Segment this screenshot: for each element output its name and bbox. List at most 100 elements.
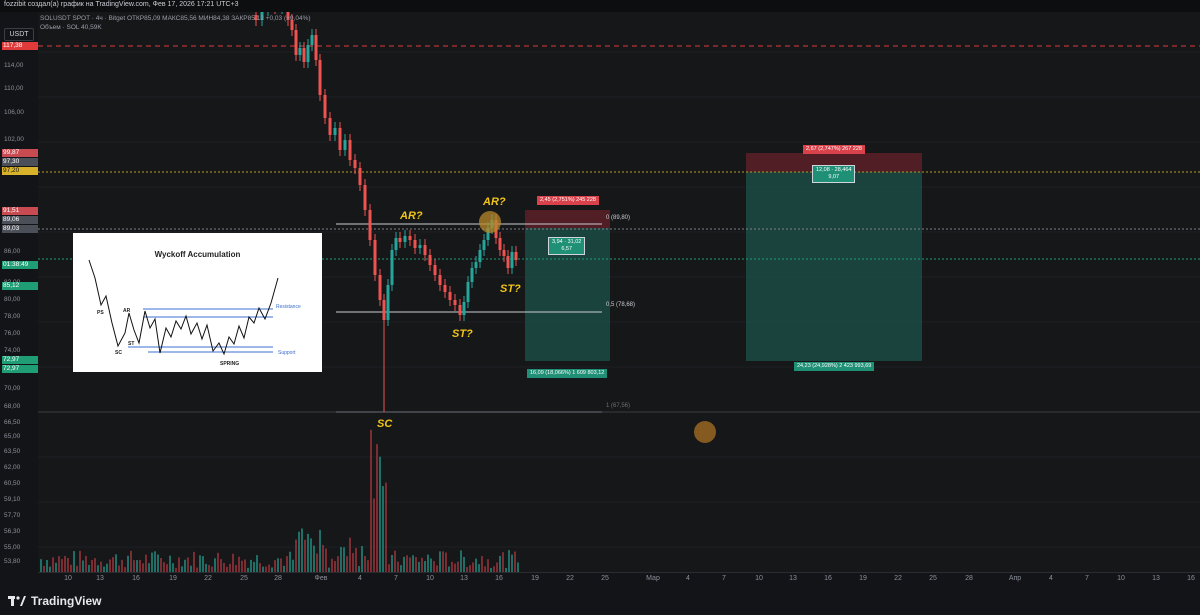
volume-bar (331, 558, 333, 572)
price-tick-label: 106,00 (4, 109, 24, 116)
candle-body (443, 285, 447, 292)
price-tick-label: 74,00 (4, 347, 21, 354)
time-tick-label: 10 (426, 575, 434, 582)
volume-bar (91, 559, 93, 572)
volume-bar (121, 559, 123, 572)
volume-bar (256, 555, 258, 572)
volume-bar (124, 567, 126, 572)
volume-bar (424, 560, 426, 572)
volume-bar (127, 555, 129, 572)
volume-bar (79, 550, 81, 572)
volume-bar (70, 564, 72, 572)
candle-body (358, 168, 362, 185)
volume-bar (247, 567, 249, 572)
volume-bar (226, 566, 228, 572)
price-tick-label: 63,50 (4, 448, 21, 455)
candle-body (433, 265, 437, 275)
volume-bar (313, 545, 315, 572)
volume-bar (508, 550, 510, 572)
volume-bar (265, 566, 267, 572)
candle-body (466, 282, 470, 302)
candle-body (294, 30, 298, 55)
volume-bar (274, 560, 276, 572)
volume-bar (340, 547, 342, 572)
volume-bar (190, 565, 192, 572)
position-2-stats-a: 12,08 · 28,464 (816, 167, 852, 173)
volume-bar (40, 559, 42, 572)
symbol-ohlc-line: SOLUSDT SPOT · 4ч · Bitget ОТКР85,09 МАК… (40, 15, 311, 22)
price-tag: 117,38 (2, 42, 38, 50)
position-1-stats-label: 3,94 · 31,02 6,57 (548, 237, 586, 255)
time-tick-label: 7 (1085, 575, 1089, 582)
volume-bar (130, 550, 132, 572)
volume-bar (94, 558, 96, 572)
currency-badge[interactable]: USDT (4, 28, 34, 41)
candle-body (478, 250, 482, 262)
time-tick-label: 25 (240, 575, 248, 582)
time-tick-label: Фев (314, 575, 328, 582)
volume-bar (169, 555, 171, 572)
volume-bar (397, 561, 399, 572)
volume-bar (415, 557, 417, 572)
time-tick-label: 19 (859, 575, 867, 582)
inset-label-st: ST (128, 341, 135, 347)
volume-line: Объем · SOL 40,59K (40, 24, 102, 31)
tradingview-logo[interactable]: TradingView (8, 594, 101, 608)
volume-bar (358, 565, 360, 572)
volume-bar (244, 559, 246, 572)
time-tick-label: 13 (789, 575, 797, 582)
time-tick-label: 19 (169, 575, 177, 582)
position-2-target-label: 2,67 (2,747%) 267 228 (803, 145, 865, 154)
volume-bar (46, 560, 48, 572)
time-tick-label: 16 (495, 575, 503, 582)
candle-body (458, 305, 462, 315)
volume-bar (100, 561, 102, 572)
candle-body (453, 300, 457, 305)
volume-bar (388, 564, 390, 572)
price-tick-label: 70,00 (4, 385, 21, 392)
candle-body (514, 252, 518, 260)
volume-bar (118, 565, 120, 572)
candle-body (328, 118, 332, 135)
candle-body (462, 302, 466, 315)
time-tick-label: 10 (1117, 575, 1125, 582)
volume-bar (427, 554, 429, 572)
time-tick-label: 4 (686, 575, 690, 582)
price-axis[interactable]: USDT (0, 12, 39, 572)
volume-bar (439, 551, 441, 572)
volume-bar (73, 551, 75, 572)
volume-bar (451, 561, 453, 572)
chart-drawing[interactable] (38, 12, 1200, 572)
volume-bar (382, 486, 384, 572)
volume-bar (205, 563, 207, 572)
volume-bar (445, 552, 447, 572)
time-tick-label: 28 (965, 575, 973, 582)
volume-bar (409, 557, 411, 572)
volume-bar (421, 557, 423, 572)
volume-bar (460, 550, 462, 572)
position-1-stop-label: 16,09 (18,066%) 1 609 803,12 (527, 369, 608, 378)
volume-bar (160, 558, 162, 572)
volume-bar (487, 559, 489, 572)
price-tick-label: 102,00 (4, 136, 24, 143)
volume-bar (85, 555, 87, 572)
price-tag: 89,06 (2, 216, 38, 224)
candle-body (323, 95, 327, 118)
volume-bar (67, 557, 69, 572)
volume-bar (157, 554, 159, 572)
volume-bar (448, 566, 450, 572)
price-tick-label: 80,00 (4, 296, 21, 303)
time-tick-label: Мар (646, 575, 660, 582)
volume-bar (436, 565, 438, 572)
volume-bar (316, 553, 318, 572)
time-tick-label: 16 (1187, 575, 1195, 582)
candle-body (368, 210, 372, 240)
position-1-target-label: 2,45 (2,751%) 245 228 (537, 196, 599, 205)
price-tag: 72,97 (2, 365, 38, 373)
time-axis[interactable]: 10 13 16 19 22 25 28 Фев 4 7 10 13 16 19 22 25 Мар 4 7 10 13… (38, 572, 1200, 587)
volume-bar (199, 555, 201, 572)
volume-bar (235, 565, 237, 572)
volume-bar (514, 551, 516, 572)
profit-zone-2 (746, 172, 922, 361)
volume-bar (496, 562, 498, 572)
